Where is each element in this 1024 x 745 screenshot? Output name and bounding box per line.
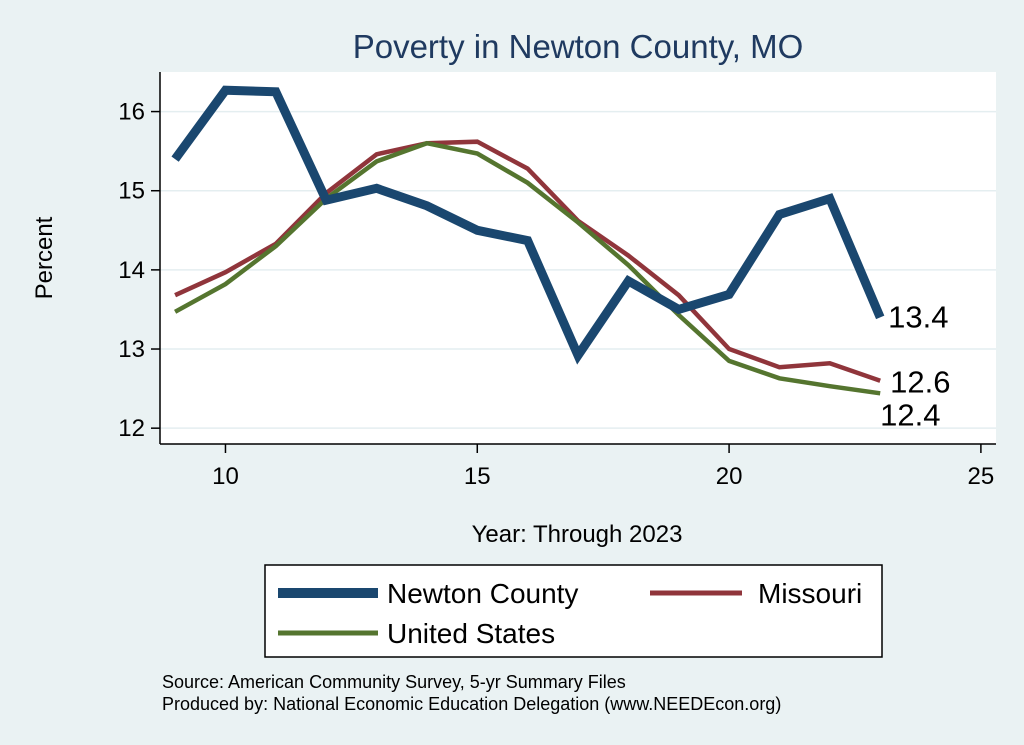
end-label-united-states: 12.4 [880, 397, 940, 432]
axes: 12 13 14 15 16 10 15 20 25 [118, 72, 996, 490]
legend-label-missouri: Missouri [758, 578, 862, 609]
legend: Newton County Missouri United States [264, 564, 883, 658]
produced-note: Produced by: National Economic Education… [162, 694, 781, 714]
end-label-missouri: 12.6 [890, 365, 950, 400]
x-axis-title: Year: Through 2023 [472, 521, 683, 548]
x-tick-label-10: 10 [212, 463, 239, 490]
end-labels: 13.4 12.612.4 [880, 299, 950, 432]
series-lines [171, 85, 885, 396]
x-tick-label-20: 20 [716, 463, 743, 490]
legend-box [264, 564, 883, 658]
legend-label-newton-county: Newton County [387, 578, 578, 609]
y-tick-label-12: 12 [118, 415, 145, 442]
y-tick-label-14: 14 [118, 257, 145, 284]
chart-title: Poverty in Newton County, MO [353, 28, 804, 65]
plot-area [160, 72, 996, 444]
y-tick-label-16: 16 [118, 99, 145, 126]
y-axis-title: Percent [31, 216, 58, 299]
y-tick-label-15: 15 [118, 178, 145, 205]
series-line-missouri [174, 139, 881, 383]
y-tick-label-13: 13 [118, 336, 145, 363]
series-line-united-states [174, 140, 881, 396]
source-note: Source: American Community Survey, 5-yr … [162, 672, 626, 692]
end-label-newton-county: 13.4 [888, 299, 948, 334]
series-line-newton-county [171, 85, 885, 365]
x-tick-label-25: 25 [968, 463, 995, 490]
x-tick-label-15: 15 [464, 463, 491, 490]
legend-label-united-states: United States [387, 618, 555, 649]
